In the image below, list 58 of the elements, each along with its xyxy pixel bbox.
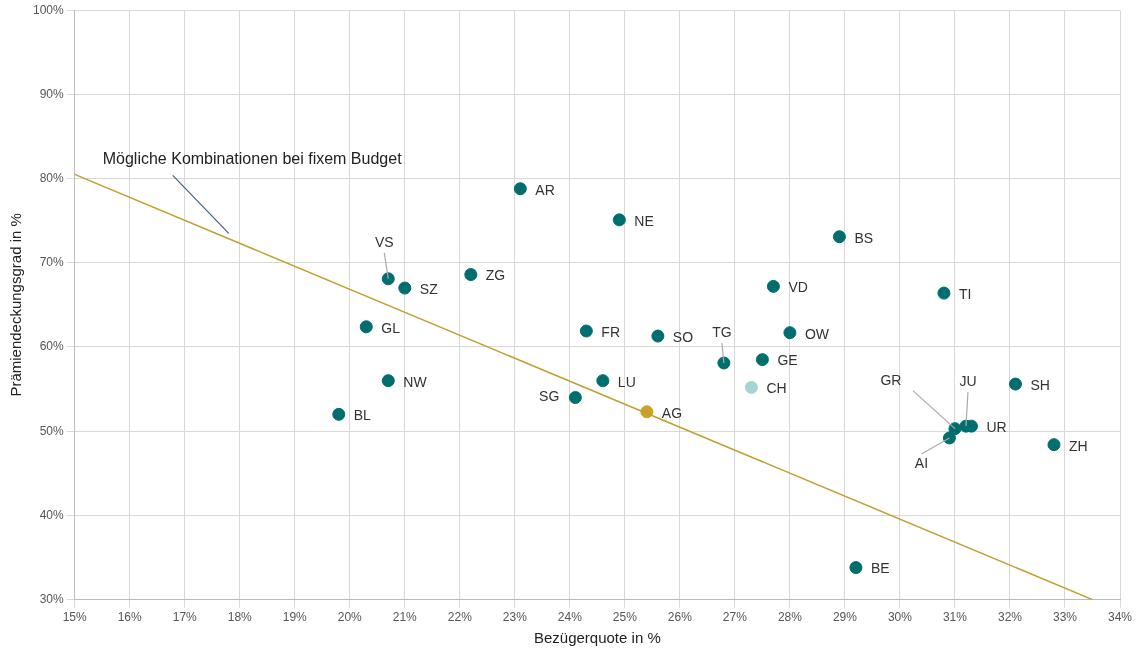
- data-label: OW: [804, 325, 830, 342]
- data-label: UR: [986, 419, 1007, 436]
- x-tick-label: 25%: [612, 610, 638, 625]
- x-tick-label: 16%: [117, 610, 143, 625]
- x-tick-label: 29%: [832, 610, 858, 625]
- x-tick-label: 26%: [667, 610, 693, 625]
- data-label: TI: [958, 285, 972, 302]
- x-tick-label: 27%: [722, 610, 748, 625]
- y-tick-label: 50%: [39, 423, 65, 438]
- data-label: AG: [661, 404, 683, 421]
- data-label: AR: [535, 181, 555, 198]
- y-tick-label: 100%: [32, 2, 65, 17]
- data-label: LU: [617, 373, 636, 390]
- x-tick-label: 32%: [997, 610, 1023, 625]
- x-tick-label: 31%: [942, 610, 968, 625]
- data-label: BE: [870, 560, 890, 577]
- x-tick-label: 24%: [557, 610, 583, 625]
- data-label: AI: [914, 454, 929, 471]
- data-label: CH: [766, 380, 787, 397]
- y-tick-label: 90%: [39, 86, 65, 101]
- data-label: SZ: [419, 280, 439, 297]
- x-tick-label: 30%: [887, 610, 913, 625]
- x-tick-label: 19%: [282, 610, 308, 625]
- data-label: JU: [959, 373, 977, 390]
- data-label: ZH: [1068, 437, 1088, 454]
- x-tick-label: 20%: [337, 610, 363, 625]
- x-tick-label: 22%: [447, 610, 473, 625]
- y-tick-label: 60%: [39, 339, 65, 354]
- x-tick-label: 33%: [1052, 610, 1078, 625]
- data-label: GL: [381, 319, 401, 336]
- data-label: NE: [634, 212, 654, 229]
- y-tick-label: 30%: [39, 591, 65, 606]
- x-tick-label: 21%: [392, 610, 418, 625]
- x-tick-label: 34%: [1107, 610, 1133, 625]
- data-label: GE: [777, 352, 798, 369]
- data-label: NW: [403, 373, 428, 390]
- data-label: ZG: [485, 267, 506, 284]
- annotation: Mögliche Kombinationen bei fixem Budget: [102, 149, 403, 167]
- x-tick-label: 17%: [172, 610, 198, 625]
- data-label: GR: [880, 371, 902, 388]
- y-tick-label: 70%: [39, 255, 65, 270]
- y-axis-title: Prämiendeckungsgrad in %: [7, 213, 25, 397]
- x-tick-label: 28%: [777, 610, 803, 625]
- x-tick-label: 23%: [502, 610, 528, 625]
- data-label: BS: [854, 229, 874, 246]
- data-label: VD: [788, 279, 808, 296]
- data-label: SO: [672, 328, 694, 345]
- data-label: SH: [1030, 376, 1050, 393]
- x-axis-title: Bezügerquote in %: [533, 629, 661, 647]
- y-tick-label: 40%: [39, 507, 65, 522]
- data-label: BL: [353, 407, 372, 424]
- x-tick-label: 15%: [62, 610, 88, 625]
- data-label: SG: [539, 388, 560, 405]
- data-label: TG: [712, 323, 732, 340]
- y-tick-label: 80%: [39, 170, 65, 185]
- x-tick-label: 18%: [227, 610, 253, 625]
- data-label: FR: [601, 323, 621, 340]
- data-label: VS: [374, 233, 394, 250]
